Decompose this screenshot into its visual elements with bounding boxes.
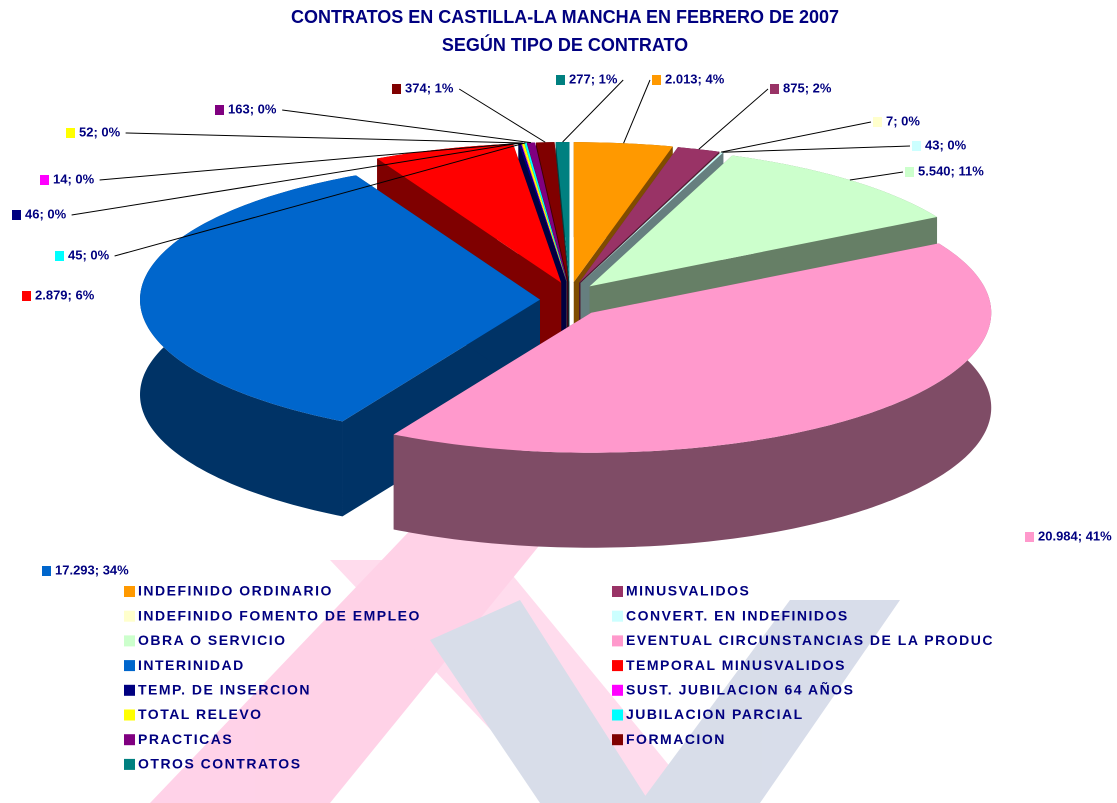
label-swatch [392, 84, 401, 94]
slice [377, 143, 562, 283]
legend-label: PRACTICAS [138, 731, 233, 747]
legend-label: EVENTUAL CIRCUNSTANCIAS DE LA PRODUC [626, 632, 994, 648]
legend-swatch [612, 734, 623, 746]
watermark [150, 520, 900, 803]
leader-line [458, 88, 546, 143]
data-label: 46; 0% [25, 206, 67, 221]
slice-wall [393, 243, 992, 548]
slice [140, 175, 541, 422]
slice [573, 142, 673, 283]
slice [589, 155, 938, 287]
slice [535, 142, 569, 283]
leader-line [99, 142, 522, 181]
legend-label: TOTAL RELEVO [138, 706, 263, 722]
data-label: 20.984; 41% [1038, 528, 1112, 543]
legend-swatch [124, 684, 135, 696]
leader-line [71, 142, 520, 216]
data-label: 17.293; 34% [55, 562, 129, 577]
legend-swatch [612, 610, 623, 622]
slice [521, 142, 567, 283]
data-label: 374; 1% [405, 80, 454, 95]
leader-line [849, 171, 904, 181]
legend-label: CONVERT. EN INDEFINIDOS [626, 607, 849, 623]
legend-label: INTERINIDAD [138, 657, 245, 673]
label-swatch [912, 141, 921, 151]
data-label: 45; 0% [68, 247, 110, 262]
label-swatch [42, 566, 51, 576]
legend-swatch [124, 734, 135, 746]
leader-line [722, 145, 911, 153]
legend-label: INDEFINIDO FOMENTO DE EMPLEO [138, 607, 421, 623]
legend-label: SUST. JUBILACION 64 AÑOS [626, 681, 854, 698]
label-swatch [215, 105, 224, 115]
leader-line [125, 132, 523, 144]
data-label: 2.879; 6% [35, 287, 95, 302]
data-label: 7; 0% [886, 113, 920, 128]
leader-line [114, 142, 526, 257]
slice [555, 142, 570, 283]
legend-label: TEMPORAL MINUSVALIDOS [626, 657, 846, 673]
label-swatch [873, 117, 882, 127]
slice [580, 152, 722, 284]
legend-label: JUBILACION PARCIAL [626, 706, 804, 722]
legend-label: FORMACION [626, 731, 726, 747]
slice [518, 143, 567, 283]
label-swatch [652, 75, 661, 85]
slice [524, 142, 567, 283]
data-label: 43; 0% [925, 137, 967, 152]
legend-swatch [612, 635, 623, 647]
data-label: 52; 0% [79, 124, 121, 139]
data-label: 163; 0% [228, 101, 277, 116]
legend-swatch [124, 758, 135, 770]
leader-line [720, 121, 872, 153]
legend-swatch [124, 709, 135, 721]
legend-swatch [612, 586, 623, 597]
label-swatch [770, 84, 779, 94]
legend-label: TEMP. DE INSERCION [138, 682, 311, 698]
leader-line [562, 79, 624, 143]
label-swatch [55, 251, 64, 261]
label-swatch [556, 75, 565, 85]
legend-swatch [124, 635, 135, 647]
label-swatch [40, 175, 49, 185]
chart-title: CONTRATOS EN CASTILLA-LA MANCHA EN FEBRE… [291, 7, 839, 27]
data-label: 14; 0% [53, 171, 95, 186]
data-label: 875; 2% [783, 80, 832, 95]
leader-line [623, 79, 651, 144]
data-label: 2.013; 4% [665, 71, 725, 86]
slice [520, 143, 567, 283]
legend-swatch [124, 586, 135, 597]
label-swatch [1025, 532, 1034, 542]
data-label: 5.540; 11% [918, 163, 984, 178]
chart-subtitle: SEGÚN TIPO DE CONTRATO [442, 34, 688, 55]
slice [580, 152, 724, 284]
legend-swatch [612, 660, 623, 672]
legend-swatch [612, 684, 623, 696]
legend-label: OBRA O SERVICIO [138, 632, 287, 648]
slice [578, 147, 720, 283]
legend-label: OTROS CONTRATOS [138, 756, 302, 772]
legend-swatch [124, 610, 135, 622]
leader-line [698, 88, 769, 150]
data-label: 277; 1% [569, 71, 618, 86]
label-swatch [12, 210, 21, 220]
slice [526, 142, 568, 283]
label-swatch [66, 128, 75, 138]
label-swatch [22, 291, 31, 301]
slice [393, 243, 992, 453]
legend-label: MINUSVALIDOS [626, 583, 750, 599]
leader-line [282, 109, 532, 144]
legend-swatch [612, 709, 623, 721]
legend-label: INDEFINIDO ORDINARIO [138, 583, 333, 599]
legend-swatch [124, 660, 135, 672]
label-swatch [905, 167, 914, 177]
